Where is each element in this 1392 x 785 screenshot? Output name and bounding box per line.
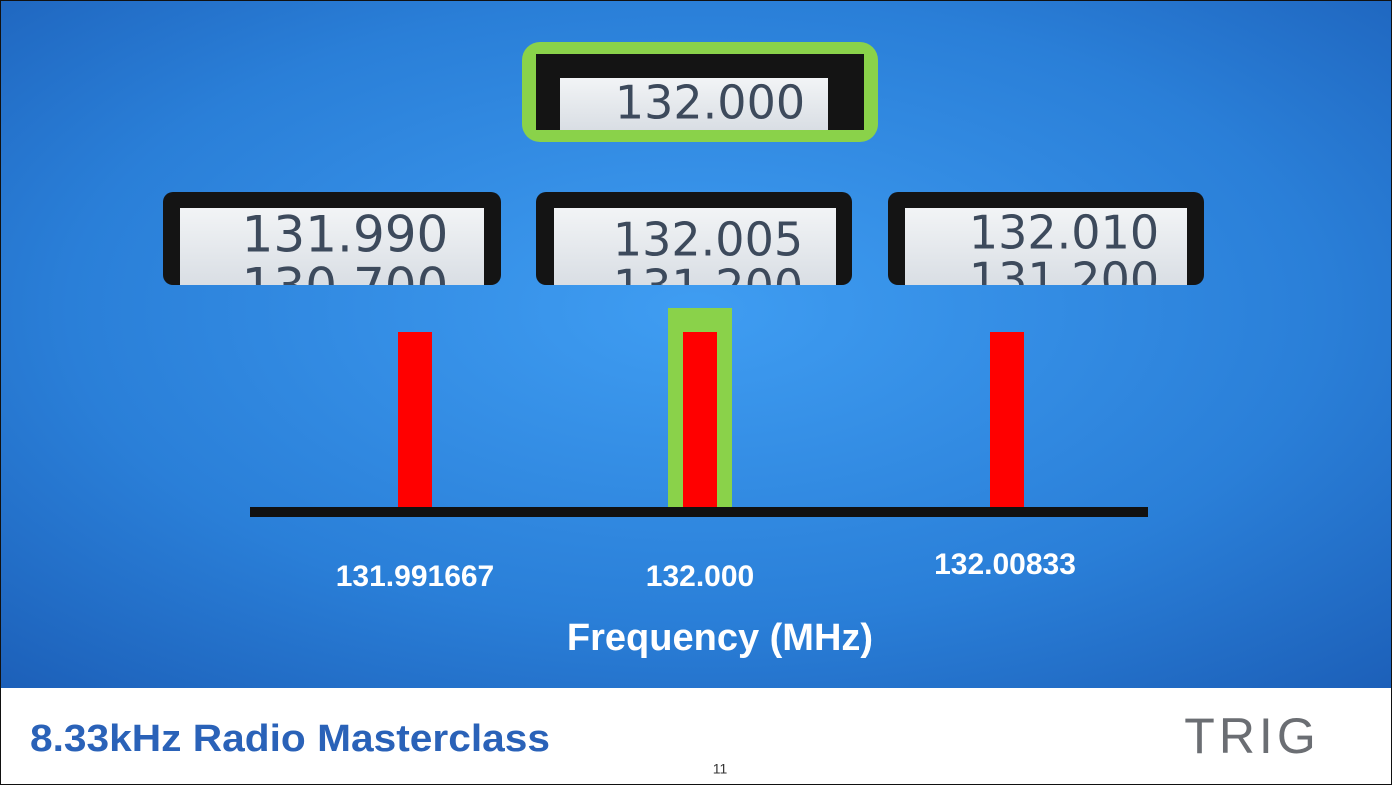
channel-bar [398, 332, 432, 512]
page-number: 11 [713, 761, 728, 777]
axis-label: Frequency (MHz) [567, 617, 873, 659]
display-text: 132.000 [615, 76, 805, 130]
display-text: 131.990 [242, 206, 449, 264]
footer-title: 8.33kHz Radio Masterclass [30, 718, 550, 760]
frequency-label: 132.00833 [934, 548, 1076, 581]
display-screen [560, 78, 828, 130]
display-screen [905, 208, 1187, 285]
frequency-label: 132.000 [646, 560, 754, 593]
display-text: 131.200 [613, 260, 803, 314]
channel-bar [683, 332, 717, 512]
channel-bar [990, 332, 1024, 512]
logo: TRIG [1184, 708, 1319, 764]
footer-bg [0, 688, 1392, 785]
baseline [250, 507, 1148, 517]
display-text: 132.010 [969, 206, 1159, 260]
display-screen [180, 208, 484, 285]
frequency-label: 131.991667 [336, 560, 495, 593]
display-screen [554, 208, 836, 285]
display-text: 132.005 [613, 213, 803, 267]
display-text: 130.700 [242, 258, 449, 316]
display-text: 131.200 [969, 253, 1159, 307]
